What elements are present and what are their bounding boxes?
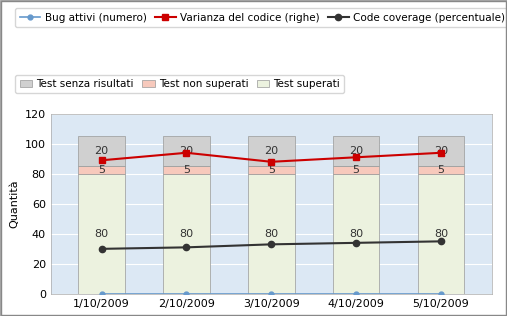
Bar [163, 136, 210, 166]
Bar [163, 166, 210, 174]
Text: 5: 5 [352, 165, 359, 175]
Text: 80: 80 [179, 229, 194, 239]
Text: 20: 20 [349, 146, 363, 156]
Bar [78, 166, 125, 174]
Text: 80: 80 [264, 229, 278, 239]
Text: 80: 80 [94, 229, 108, 239]
Bar [418, 136, 464, 166]
Bar [163, 174, 210, 294]
Bar [248, 136, 295, 166]
Bar [333, 166, 379, 174]
Text: 80: 80 [349, 229, 363, 239]
Text: 5: 5 [268, 165, 275, 175]
Text: 20: 20 [264, 146, 278, 156]
Bar [333, 136, 379, 166]
Bar [248, 174, 295, 294]
Text: 20: 20 [179, 146, 194, 156]
Legend: Test senza risultati, Test non superati, Test superati: Test senza risultati, Test non superati,… [15, 75, 344, 93]
Bar [78, 136, 125, 166]
Text: 5: 5 [183, 165, 190, 175]
Bar [418, 166, 464, 174]
Text: 5: 5 [98, 165, 105, 175]
Text: 80: 80 [434, 229, 448, 239]
Legend: Bug attivi (numero), Varianza del codice (righe), Code coverage (percentuale): Bug attivi (numero), Varianza del codice… [15, 8, 507, 27]
Bar [333, 174, 379, 294]
Y-axis label: Quantità: Quantità [9, 179, 19, 228]
Bar [78, 174, 125, 294]
Text: 5: 5 [438, 165, 445, 175]
Text: 20: 20 [94, 146, 108, 156]
Bar [248, 166, 295, 174]
Bar [418, 174, 464, 294]
Text: 20: 20 [434, 146, 448, 156]
